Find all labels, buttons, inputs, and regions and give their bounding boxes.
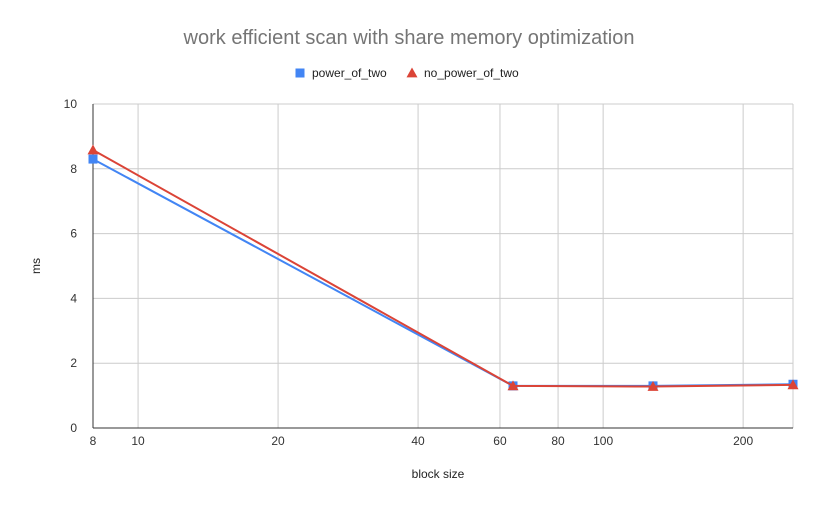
- series-line: [92, 149, 794, 388]
- chart-title: work efficient scan with share memory op…: [183, 27, 635, 49]
- grid-lines: [93, 103, 794, 428]
- legend-marker: [406, 67, 418, 78]
- x-tick-label: 80: [551, 434, 565, 448]
- x-tick-label: 20: [271, 434, 285, 448]
- y-tick-label: 6: [70, 227, 77, 241]
- y-tick-label: 4: [70, 291, 77, 305]
- y-tick-label: 8: [70, 162, 77, 176]
- legend-item-no_power_of_two: no_power_of_two: [406, 66, 519, 80]
- tick-labels: 0 2 4 6 8 10 8 10 20 40 60 80 100 200: [64, 97, 754, 448]
- x-axis-label: block size: [412, 467, 465, 481]
- series-no_power_of_two: [87, 144, 799, 391]
- y-tick-label: 2: [70, 356, 77, 370]
- series-power_of_two: [88, 154, 798, 391]
- data-point: [787, 379, 799, 390]
- x-tick-label: 40: [411, 434, 425, 448]
- series-layer: [87, 144, 799, 391]
- y-axis-label: ms: [29, 258, 43, 274]
- legend: power_of_two no_power_of_two: [295, 66, 519, 80]
- y-tick-label: 10: [64, 97, 78, 111]
- axes: [92, 104, 793, 429]
- x-tick-label: 8: [90, 434, 97, 448]
- legend-label: power_of_two: [312, 66, 387, 80]
- series-line: [92, 158, 794, 387]
- legend-label: no_power_of_two: [424, 66, 519, 80]
- data-point: [507, 380, 519, 391]
- legend-item-power_of_two: power_of_two: [295, 66, 387, 80]
- x-tick-label: 60: [493, 434, 507, 448]
- data-point: [88, 154, 98, 164]
- y-tick-label: 0: [70, 421, 77, 435]
- data-point: [647, 381, 659, 391]
- data-point: [87, 144, 99, 155]
- x-tick-label: 100: [593, 434, 613, 448]
- x-tick-label: 10: [131, 434, 145, 448]
- legend-marker: [295, 68, 305, 78]
- x-tick-label: 200: [733, 434, 753, 448]
